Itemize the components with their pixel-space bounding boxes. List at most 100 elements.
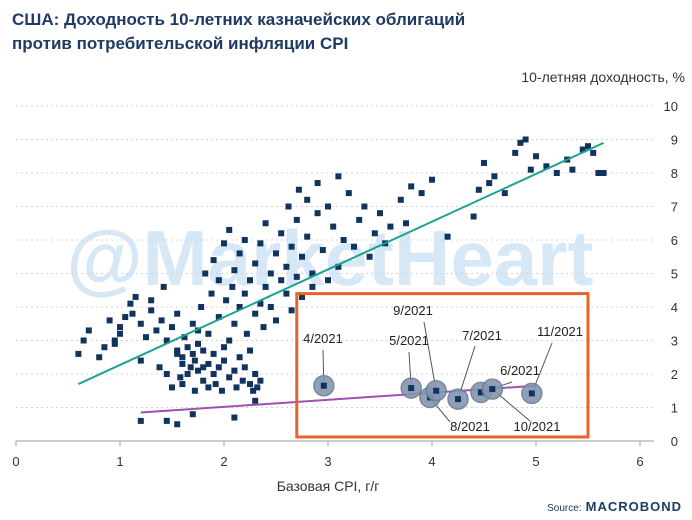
chart-title-line2: против потребительской инфляции CPI (12, 34, 349, 53)
data-point (239, 377, 246, 384)
data-point (169, 384, 175, 391)
data-point (267, 304, 274, 310)
highlight-point (477, 389, 484, 396)
data-point (288, 307, 295, 314)
data-point (191, 357, 198, 364)
data-point (475, 186, 482, 193)
data-point (340, 237, 347, 243)
data-point (262, 283, 269, 290)
data-point (252, 371, 259, 377)
data-point (254, 384, 261, 391)
data-point (356, 216, 363, 223)
highlight-label: 9/2021 (393, 303, 433, 318)
data-point (205, 384, 212, 391)
data-point (252, 260, 259, 267)
data-point (293, 216, 300, 223)
highlight-label: 5/2021 (389, 333, 429, 348)
chart-title: США: Доходность 10-летних казначейских о… (12, 8, 572, 56)
data-point (208, 290, 215, 297)
data-point (527, 166, 534, 173)
data-point (283, 290, 290, 297)
data-point (345, 190, 352, 197)
data-point (195, 340, 201, 347)
data-point (184, 344, 191, 351)
data-point (187, 364, 194, 371)
data-point (351, 243, 357, 250)
data-point (221, 240, 227, 247)
data-point (293, 273, 300, 280)
data-point (260, 324, 267, 331)
x-tick-label: 3 (324, 454, 331, 469)
data-point (215, 314, 222, 321)
data-point (223, 297, 230, 304)
data-point (247, 347, 253, 354)
data-point (267, 270, 274, 277)
data-point (210, 257, 217, 264)
data-point (215, 364, 222, 371)
data-point (371, 230, 378, 237)
data-point (252, 397, 259, 404)
data-point (174, 310, 181, 317)
data-point (522, 136, 529, 143)
data-point (221, 344, 227, 351)
data-point (533, 153, 539, 160)
data-point (189, 320, 196, 327)
data-point (218, 387, 225, 394)
leader-line (423, 321, 437, 391)
data-point (158, 317, 165, 324)
data-point (241, 290, 248, 297)
data-point (101, 344, 108, 351)
highlight-box-group (295, 292, 590, 439)
data-point (278, 230, 285, 237)
data-point (295, 186, 302, 193)
data-point (160, 283, 167, 290)
y-tick-label: 2 (671, 367, 678, 382)
data-point (314, 180, 321, 187)
data-point (231, 267, 238, 274)
data-point (543, 163, 550, 170)
data-point (241, 237, 248, 243)
highlight-label: 4/2021 (303, 331, 343, 346)
data-point (200, 377, 207, 384)
y-tick-label: 3 (671, 334, 678, 349)
highlight-label: 10/2021 (514, 419, 561, 434)
data-point (481, 159, 487, 166)
data-point (202, 270, 209, 277)
source-brand: MACROBOND (585, 499, 682, 514)
data-point (210, 371, 217, 377)
highlight-label: 11/2021 (537, 324, 583, 339)
data-point (117, 324, 123, 331)
data-point (585, 143, 591, 150)
data-point (137, 357, 144, 364)
data-point (117, 330, 123, 337)
data-point (288, 243, 295, 250)
data-point (408, 183, 415, 190)
data-point (387, 223, 394, 230)
y-tick-label: 1 (671, 401, 678, 416)
highlight-label: 6/2021 (500, 363, 540, 378)
y-axis-label: 10-летняя доходность, % (521, 69, 685, 85)
data-point (137, 320, 144, 327)
data-point (200, 364, 207, 371)
y-tick-label: 0 (671, 434, 678, 449)
highlight-point (528, 390, 535, 397)
data-point (252, 310, 259, 317)
data-point (205, 360, 212, 367)
highlight-point (489, 386, 496, 393)
data-point (241, 364, 248, 371)
data-point (226, 337, 233, 344)
grid-lines (16, 105, 654, 442)
data-point (299, 293, 305, 300)
data-point (600, 170, 607, 176)
data-point (231, 320, 238, 327)
data-point (512, 149, 519, 156)
highlight-point (455, 396, 461, 403)
data-point (257, 240, 264, 247)
x-axis-ticks: 0 1 2 3 4 5 6 (12, 441, 644, 469)
data-point (215, 277, 222, 284)
data-point (189, 411, 196, 418)
x-tick-label: 6 (636, 454, 643, 469)
data-point (195, 327, 201, 334)
data-point (377, 210, 383, 217)
